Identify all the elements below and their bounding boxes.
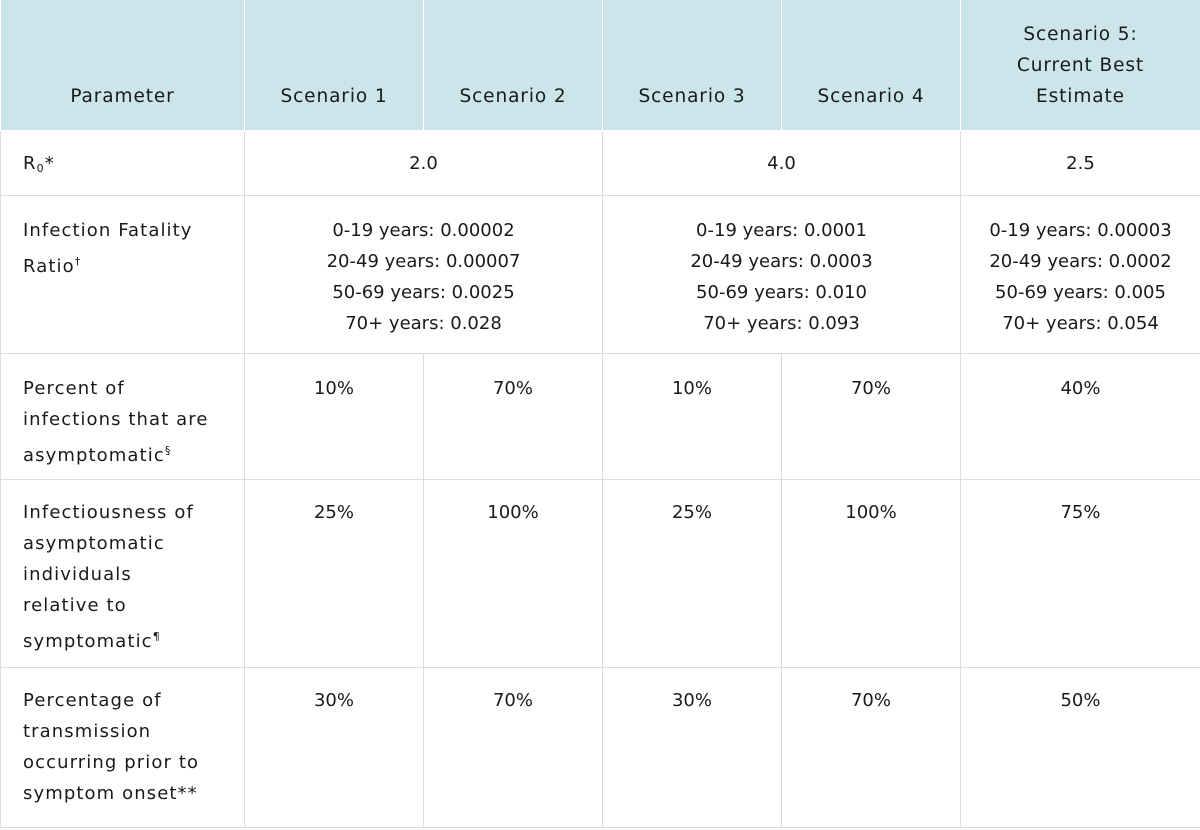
asym-scenario-3: 10% <box>602 352 782 480</box>
table-header-row: Parameter Scenario 1 Scenario 2 Scenario… <box>0 0 1200 131</box>
table-row-r0: R0* 2.0 4.0 2.5 <box>0 129 1200 196</box>
row-label-ifr: Infection Fatality Ratio† <box>0 194 245 354</box>
ifr-scenarios-1-2: 0-19 years: 0.00002 20-49 years: 0.00007… <box>244 194 603 354</box>
table-row-ifr: Infection Fatality Ratio† 0-19 years: 0.… <box>0 194 1200 354</box>
table-row-asymptomatic: Percent of infections that are asymptoma… <box>0 352 1200 480</box>
r0-scenario-5: 2.5 <box>960 129 1200 196</box>
r0-label-base: R <box>23 152 37 174</box>
row-label-asymptomatic: Percent of infections that are asymptoma… <box>0 352 245 480</box>
asym-scenario-1: 10% <box>244 352 424 480</box>
ifr-scenarios-3-4: 0-19 years: 0.0001 20-49 years: 0.0003 5… <box>602 194 961 354</box>
ifr-s12-age-20-49: 20-49 years: 0.00007 <box>326 250 521 272</box>
row-label-r0: R0* <box>0 129 245 196</box>
r0-label-subscript: 0 <box>36 161 45 175</box>
header-scenario-5: Scenario 5: Current Best Estimate <box>960 0 1200 131</box>
header-parameter: Parameter <box>0 0 245 131</box>
inf-scenario-3: 25% <box>602 478 782 668</box>
inf-scenario-4: 100% <box>781 478 961 668</box>
ifr-label-line-1: Infection Fatality <box>23 219 193 241</box>
header-scenario-4: Scenario 4 <box>781 0 961 131</box>
asym-label-section-mark: § <box>164 443 172 457</box>
header-scenario-2: Scenario 2 <box>423 0 603 131</box>
inf-label-line-3: individuals <box>23 563 132 585</box>
pre-scenario-3: 30% <box>602 666 782 828</box>
ifr-s5-age-50-69: 50-69 years: 0.005 <box>995 281 1166 303</box>
pre-label-line-3: occurring prior to <box>23 751 200 773</box>
ifr-label-dagger: † <box>74 254 82 268</box>
table-row-infectiousness: Infectiousness of asymptomatic individua… <box>0 478 1200 668</box>
ifr-s12-age-0-19: 0-19 years: 0.00002 <box>332 219 515 241</box>
row-label-infectiousness: Infectiousness of asymptomatic individua… <box>0 478 245 668</box>
r0-scenarios-1-2: 2.0 <box>244 129 603 196</box>
inf-label-line-1: Infectiousness of <box>23 501 194 523</box>
header-scenario-5-line-1: Scenario 5: <box>1023 23 1138 45</box>
header-scenario-1: Scenario 1 <box>244 0 424 131</box>
table-row-presymptomatic: Percentage of transmission occurring pri… <box>0 666 1200 828</box>
ifr-s34-age-0-19: 0-19 years: 0.0001 <box>696 219 867 241</box>
pre-label-line-4: symptom onset** <box>23 782 198 804</box>
r0-scenarios-3-4: 4.0 <box>602 129 961 196</box>
header-scenario-5-line-3: Estimate <box>1036 85 1125 107</box>
row-label-presymptomatic: Percentage of transmission occurring pri… <box>0 666 245 828</box>
asym-label-line-2: infections that are <box>23 408 209 430</box>
inf-scenario-1: 25% <box>244 478 424 668</box>
ifr-s34-age-20-49: 20-49 years: 0.0003 <box>690 250 873 272</box>
r0-label-asterisk: * <box>44 152 55 174</box>
ifr-s5-age-70-plus: 70+ years: 0.054 <box>1002 312 1159 334</box>
inf-scenario-5: 75% <box>960 478 1200 668</box>
ifr-label-line-2: Ratio <box>23 255 75 277</box>
ifr-s12-age-50-69: 50-69 years: 0.0025 <box>332 281 515 303</box>
ifr-s5-age-20-49: 20-49 years: 0.0002 <box>989 250 1172 272</box>
asym-scenario-5: 40% <box>960 352 1200 480</box>
asym-scenario-2: 70% <box>423 352 603 480</box>
asym-scenario-4: 70% <box>781 352 961 480</box>
ifr-s12-age-70-plus: 70+ years: 0.028 <box>345 312 502 334</box>
inf-label-line-2: asymptomatic <box>23 532 165 554</box>
ifr-s34-age-50-69: 50-69 years: 0.010 <box>696 281 867 303</box>
pre-label-line-1: Percentage of <box>23 689 162 711</box>
inf-label-pilcrow: ¶ <box>152 629 161 643</box>
header-scenario-3: Scenario 3 <box>602 0 782 131</box>
pre-scenario-2: 70% <box>423 666 603 828</box>
inf-label-line-4: relative to <box>23 594 127 616</box>
inf-scenario-2: 100% <box>423 478 603 668</box>
pre-label-line-2: transmission <box>23 720 152 742</box>
pre-scenario-1: 30% <box>244 666 424 828</box>
pre-scenario-5: 50% <box>960 666 1200 828</box>
ifr-s34-age-70-plus: 70+ years: 0.093 <box>703 312 860 334</box>
ifr-s5-age-0-19: 0-19 years: 0.00003 <box>989 219 1172 241</box>
inf-label-line-5: symptomatic <box>23 630 153 652</box>
asym-label-line-3: asymptomatic <box>23 444 165 466</box>
header-scenario-5-line-2: Current Best <box>1016 54 1145 76</box>
ifr-scenario-5: 0-19 years: 0.00003 20-49 years: 0.0002 … <box>960 194 1200 354</box>
asym-label-line-1: Percent of <box>23 377 125 399</box>
pre-scenario-4: 70% <box>781 666 961 828</box>
